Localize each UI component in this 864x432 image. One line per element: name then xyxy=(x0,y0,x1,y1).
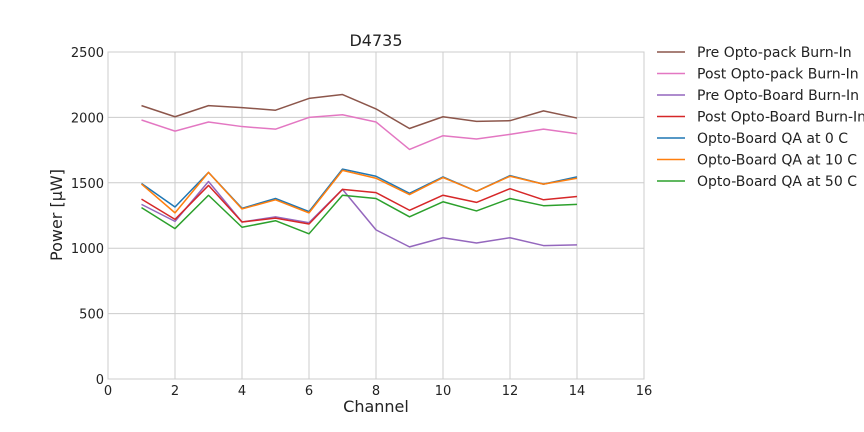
x-tick-label: 4 xyxy=(238,384,246,399)
series-line-2 xyxy=(141,180,578,248)
legend-label: Opto-Board QA at 10 C xyxy=(697,153,857,169)
x-tick-label: 8 xyxy=(372,384,380,399)
series-line-6 xyxy=(141,194,578,235)
x-tick-label: 6 xyxy=(305,384,313,399)
plot-frame xyxy=(107,51,645,380)
series-lines xyxy=(141,93,578,248)
legend-label: Pre Opto-pack Burn-In xyxy=(697,45,852,61)
x-tick-label: 0 xyxy=(104,384,112,399)
x-tick-labels: 0 2 4 6 8 10 12 14 16 xyxy=(104,384,652,399)
series-line-1 xyxy=(141,114,578,151)
y-tick-labels: 0 500 1000 1500 2000 2500 xyxy=(71,46,104,388)
x-tick-label: 10 xyxy=(435,384,452,399)
y-tick-label: 0 xyxy=(96,373,104,388)
series-line-0 xyxy=(141,93,578,130)
legend: Pre Opto-pack Burn-In Post Opto-pack Burn… xyxy=(657,45,864,190)
x-axis-title: Channel xyxy=(343,397,409,416)
legend-label: Opto-Board QA at 50 C xyxy=(697,174,857,190)
y-tick-label: 2000 xyxy=(71,111,104,126)
x-tick-label: 14 xyxy=(569,384,586,399)
legend-label: Post Opto-Board Burn-In xyxy=(697,110,864,126)
legend-label: Opto-Board QA at 0 C xyxy=(697,131,848,147)
y-tick-label: 500 xyxy=(79,308,104,323)
y-tick-label: 1000 xyxy=(71,242,104,257)
x-tick-label: 12 xyxy=(502,384,519,399)
legend-label: Post Opto-pack Burn-In xyxy=(697,67,859,83)
series-line-5 xyxy=(141,169,578,214)
y-tick-label: 2500 xyxy=(71,46,104,61)
legend-label: Pre Opto-Board Burn-In xyxy=(697,88,859,104)
x-tick-label: 2 xyxy=(171,384,179,399)
x-tick-label: 16 xyxy=(636,384,653,399)
series-line-3 xyxy=(141,184,578,225)
y-axis-title: Power [μW] xyxy=(47,169,66,261)
chart-title: D4735 xyxy=(349,31,402,50)
y-tick-label: 1500 xyxy=(71,177,104,192)
